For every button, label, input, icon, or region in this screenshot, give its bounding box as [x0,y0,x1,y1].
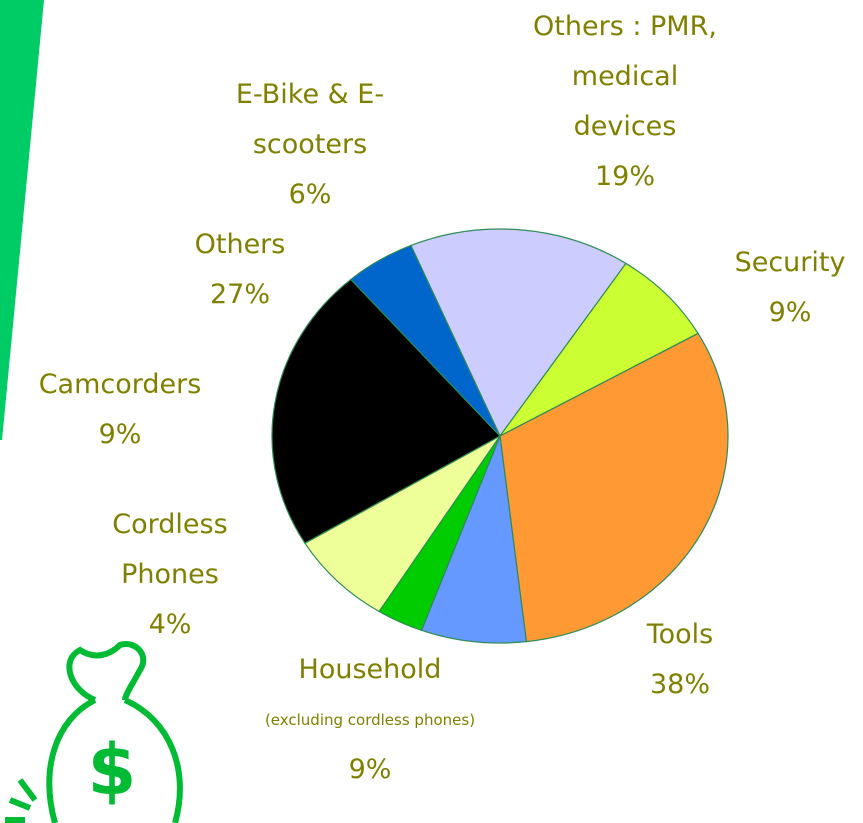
value-label: 27% [160,270,320,320]
value-label: 38% [600,660,760,710]
category-label: Others [160,220,320,270]
value-label: 4% [90,600,250,650]
category-label: Household [260,645,480,695]
category-label: Security [710,238,863,288]
value-label: 19% [525,152,725,202]
value-label: 9% [0,410,240,460]
value-label: 9% [260,745,480,795]
value-label: 6% [210,170,410,220]
page: {"chart_data": {"type": "pie", "categori… [0,0,863,823]
category-label: Tools [600,610,760,660]
category-label: Camcorders [0,360,240,410]
category-label: Cordless Phones [90,500,250,600]
pie [272,229,728,643]
category-label: E-Bike & E-scooters [210,70,410,170]
category-label: Others : PMR, medical devices [525,2,725,152]
slice-label: Household(excluding cordless phones)9% [260,645,480,795]
annotation: (excluding cordless phones) [260,695,480,745]
value-label: 9% [710,288,863,338]
dollar-icon: $ [88,729,137,811]
